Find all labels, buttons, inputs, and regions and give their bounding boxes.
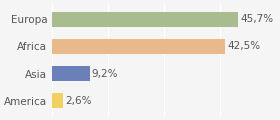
Bar <box>52 66 90 81</box>
Bar <box>52 12 238 27</box>
Text: 42,5%: 42,5% <box>227 41 260 51</box>
Bar <box>52 93 63 108</box>
Bar <box>52 39 225 54</box>
Text: 9,2%: 9,2% <box>92 69 118 79</box>
Text: 45,7%: 45,7% <box>240 14 273 24</box>
Text: 2,6%: 2,6% <box>65 96 91 106</box>
